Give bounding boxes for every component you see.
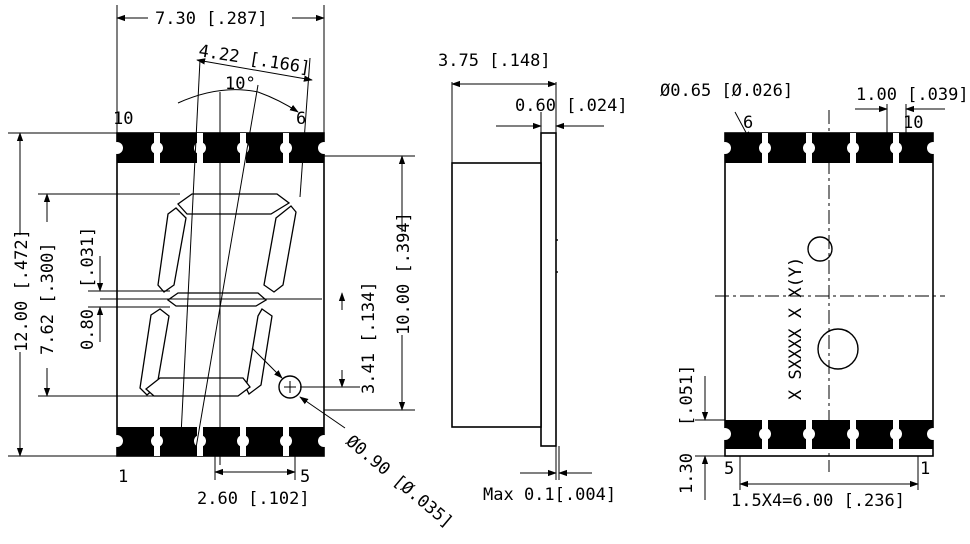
segment-e [139, 308, 170, 396]
side-housing [451, 162, 542, 428]
pin-5-label: 5 [300, 467, 310, 487]
pin-10-label: 10 [113, 109, 133, 129]
digit-width-dim: 4.22 [.166] [197, 41, 311, 78]
seg-offset-dim: [.031] [78, 227, 98, 288]
depth-dim: 3.75 [.148] [438, 51, 551, 71]
back-pin-6-label: 6 [743, 113, 753, 133]
segment-d [144, 377, 251, 397]
width-dim: 7.30 [.287] [155, 9, 268, 29]
pad-height-dim-top: [.051] [677, 365, 697, 426]
pin-span-dim: 10.00 [.394] [394, 212, 414, 335]
back-view: X SXXXX X X(Y) Ø0.65 [Ø.026] 1.00 [.039]… [660, 81, 969, 511]
side-view: 3.75 [.148] 0.60 [.024] Max 0.1[.004] [438, 51, 628, 505]
plate-dim: 0.60 [.024] [515, 96, 628, 116]
pad-width-dim: 1.00 [.039] [856, 85, 969, 105]
back-pin-5-label: 5 [724, 459, 734, 479]
seg-width-dim: 0.80 [78, 309, 98, 350]
pitch-total-dim: 1.5X4=6.00 [.236] [731, 491, 905, 511]
dp-offset-dim: 3.41 [.134] [359, 281, 379, 394]
segment-c [245, 308, 273, 395]
slant-angle-label: 10° [225, 74, 256, 94]
back-pin-10-label: 10 [903, 113, 923, 133]
pin-6-label: 6 [296, 109, 306, 129]
mark-circle-large [817, 328, 859, 370]
segment-f [157, 207, 187, 293]
part-marking: X SXXXX X X(Y) [786, 257, 806, 400]
height-dim: 12.00 [.472] [12, 229, 32, 352]
back-bottom-pins [719, 420, 939, 449]
side-plate [540, 132, 557, 447]
segment-b [263, 205, 297, 293]
seven-segment-digit [139, 193, 302, 399]
pad-height-dim-bottom: 1.30 [677, 453, 697, 494]
front-view: 7.30 [.287] 4.22 [.166] 10° 10 6 1 5 12.… [8, 5, 457, 532]
hole-dim: Ø0.65 [Ø.026] [660, 81, 793, 101]
back-pin-1-label: 1 [920, 459, 930, 479]
digit-height-dim: 7.62 [.300] [38, 242, 58, 355]
pin-1-label: 1 [118, 467, 128, 487]
mark-circle-small [807, 236, 833, 262]
segment-a [177, 193, 291, 215]
pin-pitch-dim: 2.60 [.102] [197, 489, 310, 509]
dp-dia-dim: Ø0.90 [Ø.035] [342, 432, 457, 533]
tolerance-dim: Max 0.1[.004] [483, 485, 616, 505]
